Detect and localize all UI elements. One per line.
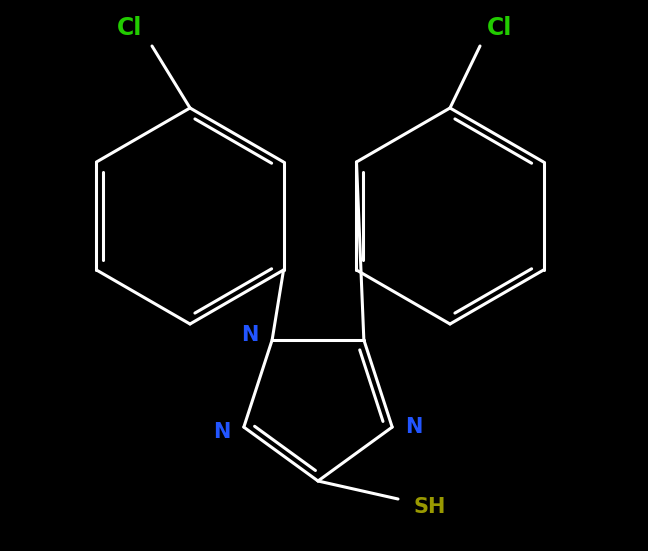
Text: SH: SH bbox=[414, 497, 446, 517]
Text: N: N bbox=[406, 417, 423, 437]
Text: Cl: Cl bbox=[117, 16, 143, 40]
Text: N: N bbox=[213, 422, 231, 442]
Text: Cl: Cl bbox=[487, 16, 513, 40]
Text: N: N bbox=[242, 325, 259, 345]
